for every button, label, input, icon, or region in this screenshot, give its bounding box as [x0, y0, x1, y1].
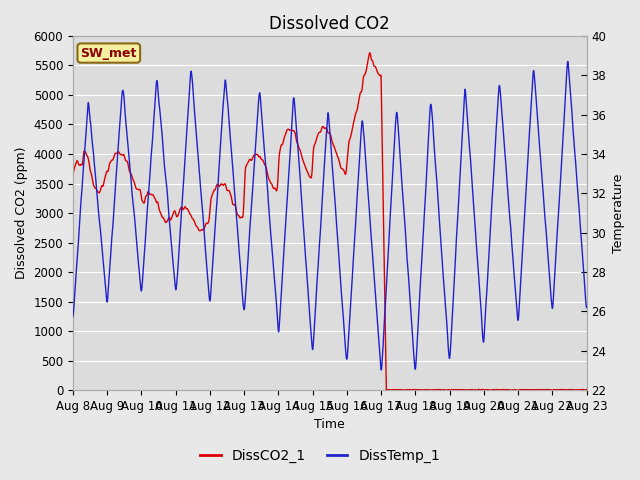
Y-axis label: Dissolved CO2 (ppm): Dissolved CO2 (ppm) [15, 147, 28, 279]
Y-axis label: Temperature: Temperature [612, 173, 625, 253]
X-axis label: Time: Time [314, 419, 345, 432]
Text: SW_met: SW_met [81, 47, 137, 60]
Legend: DissCO2_1, DissTemp_1: DissCO2_1, DissTemp_1 [194, 443, 446, 468]
Title: Dissolved CO2: Dissolved CO2 [269, 15, 390, 33]
